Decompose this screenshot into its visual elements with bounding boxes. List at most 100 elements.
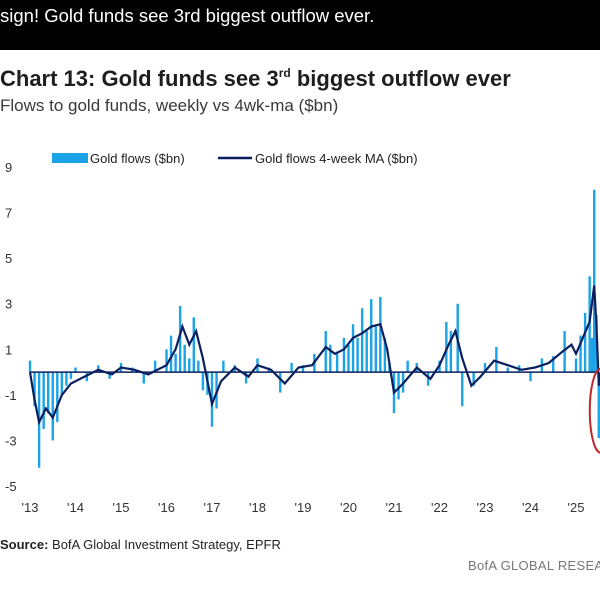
flow-bar xyxy=(142,372,145,384)
y-tick-label: 3 xyxy=(5,297,12,312)
flow-bar xyxy=(356,337,359,373)
x-tick-label: '19 xyxy=(295,500,312,515)
flow-bar xyxy=(397,372,400,400)
flow-bar xyxy=(324,331,327,373)
y-tick-label: -5 xyxy=(5,479,17,494)
flow-bar xyxy=(153,360,157,373)
flow-bar xyxy=(406,360,409,373)
y-tick-label: 5 xyxy=(5,251,12,266)
x-tick-label: '25 xyxy=(568,500,585,515)
flow-bar xyxy=(461,372,464,407)
y-tick-label: 1 xyxy=(5,342,12,357)
flow-bar xyxy=(174,353,177,373)
flow-bar xyxy=(60,372,64,395)
flow-bar xyxy=(335,351,339,373)
flow-bar xyxy=(169,335,173,373)
legend: Gold flows ($bn) Gold flows 4-week MA ($… xyxy=(52,151,418,166)
flow-bar xyxy=(360,308,364,373)
x-tick-label: '17 xyxy=(204,500,221,515)
flow-bar xyxy=(42,372,45,430)
flow-bar xyxy=(188,358,191,373)
headline-text: sign! Gold funds see 3rd biggest outflow… xyxy=(0,5,375,26)
flow-bar xyxy=(383,337,387,373)
flow-bar xyxy=(472,372,475,386)
flow-bar xyxy=(56,372,59,423)
y-tick-label: -1 xyxy=(5,388,17,403)
ma-line xyxy=(28,285,600,426)
flow-bar xyxy=(69,372,73,379)
flow-bar xyxy=(445,321,448,373)
flow-bar xyxy=(192,317,195,373)
flow-bar xyxy=(342,337,346,373)
flow-bar xyxy=(222,360,225,373)
x-tick-label: '13 xyxy=(22,500,39,515)
flow-bar xyxy=(301,365,305,373)
flow-bar xyxy=(574,358,578,373)
flow-bar xyxy=(47,372,50,414)
flow-bar xyxy=(347,344,350,373)
flow-bar xyxy=(33,372,36,407)
flow-bar xyxy=(165,349,168,373)
x-tick-label: '24 xyxy=(522,500,539,515)
x-tick-label: '21 xyxy=(386,500,403,515)
flow-bar xyxy=(379,296,382,373)
x-tick-label: '16 xyxy=(158,500,175,515)
flow-bar xyxy=(201,372,205,391)
x-tick-label: '14 xyxy=(67,500,84,515)
source-note: Source: BofA Global Investment Strategy,… xyxy=(0,537,281,552)
flow-bar xyxy=(370,299,373,373)
flow-bar xyxy=(426,372,430,386)
flow-bar xyxy=(579,335,582,373)
brand-watermark: BofA GLOBAL RESEA xyxy=(468,558,600,573)
chart-title: Chart 13: Gold funds see 3rd biggest out… xyxy=(0,66,511,92)
flow-bar xyxy=(329,344,332,373)
flow-bar xyxy=(583,312,587,373)
flow-bar xyxy=(183,344,186,373)
flow-bar xyxy=(483,362,487,373)
flow-bar xyxy=(529,372,532,382)
highlight-circle xyxy=(588,367,600,454)
chart-title-rest: biggest outflow ever xyxy=(290,66,511,91)
chart-title-main: Chart 13: Gold funds see 3 xyxy=(0,66,279,91)
flow-bar xyxy=(51,372,54,441)
flow-bar xyxy=(290,362,293,373)
legend-line-label: Gold flows 4-week MA ($bn) xyxy=(255,151,418,166)
flow-bar xyxy=(593,189,596,373)
flow-bar xyxy=(197,360,200,373)
chart-title-superscript: rd xyxy=(278,66,291,80)
flow-bar xyxy=(597,372,600,439)
y-tick-label: 7 xyxy=(5,206,12,221)
source-label: Source: xyxy=(0,537,49,552)
x-tick-label: '18 xyxy=(249,500,266,515)
flow-bar xyxy=(590,337,594,373)
flow-bar xyxy=(506,367,509,373)
flow-bar xyxy=(244,372,248,384)
flow-bar xyxy=(449,331,453,373)
flow-bar xyxy=(65,372,68,386)
flow-bar xyxy=(374,326,377,373)
legend-bar-swatch xyxy=(52,153,88,163)
bars-series xyxy=(28,189,600,468)
flow-bar xyxy=(552,356,555,373)
legend-bar-label: Gold flows ($bn) xyxy=(90,151,185,166)
x-axis: '13 '14 '15 '16 '17 '18 '19 '20 '21 '22 '23 '24 '25 xyxy=(22,500,585,515)
x-tick-label: '22 xyxy=(431,500,448,515)
y-tick-label: -3 xyxy=(5,433,17,448)
flow-bar xyxy=(28,360,32,373)
flow-bar xyxy=(365,331,368,373)
flow-bar xyxy=(351,324,355,373)
flow-bar xyxy=(563,331,566,373)
y-axis: 9 7 5 3 1 -1 -3 -5 xyxy=(5,160,17,494)
source-text: BofA Global Investment Strategy, EPFR xyxy=(48,537,281,552)
flow-bar xyxy=(108,372,111,379)
flow-bar xyxy=(279,372,282,393)
headline-bar: sign! Gold funds see 3rd biggest outflow… xyxy=(0,0,600,38)
chart-subtitle: Flows to gold funds, weekly vs 4wk-ma ($… xyxy=(0,96,339,115)
chart-card: Chart 13: Gold funds see 3rd biggest out… xyxy=(0,50,600,600)
flow-bar xyxy=(74,367,77,373)
x-tick-label: '15 xyxy=(113,500,130,515)
flow-bar xyxy=(495,347,498,373)
flow-bar xyxy=(178,305,182,373)
x-tick-label: '23 xyxy=(477,500,494,515)
